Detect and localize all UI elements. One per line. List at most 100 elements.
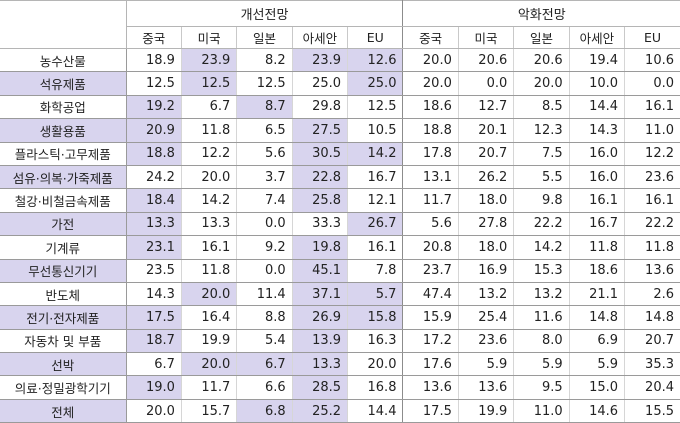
worsen-cell: 12.2 bbox=[624, 142, 680, 166]
table-row: 화학공업 19.2 6.7 8.7 29.8 12.5 18.6 12.7 8.5 14.4 16.… bbox=[0, 95, 680, 120]
worsen-cell: 20.0 bbox=[513, 71, 570, 96]
improve-cell: 6.7 bbox=[236, 352, 293, 377]
improve-cell: 25.0 bbox=[292, 71, 349, 96]
improve-cell: 5.7 bbox=[347, 282, 404, 307]
worsen-cell: 20.6 bbox=[513, 48, 570, 73]
improve-cell: 25.8 bbox=[292, 188, 349, 213]
improve-cell: 5.4 bbox=[236, 329, 293, 354]
worsen-cell: 16.1 bbox=[569, 188, 626, 213]
improve-cell: 24.2 bbox=[126, 165, 182, 190]
row-label: 무선통신기기 bbox=[0, 259, 127, 283]
row-label: 철강·비철금속제품 bbox=[0, 188, 127, 213]
improve-cell: 45.1 bbox=[292, 259, 349, 283]
improve-cell: 18.7 bbox=[126, 329, 182, 354]
worsen-cell: 16.7 bbox=[569, 212, 626, 237]
worsen-cell: 18.0 bbox=[458, 188, 515, 213]
worsen-cell: 10.6 bbox=[624, 48, 680, 73]
worsen-cell: 35.3 bbox=[624, 352, 680, 377]
worsen-cell: 5.9 bbox=[513, 352, 570, 377]
worsen-cell: 0.0 bbox=[458, 71, 515, 96]
row-label: 석유제품 bbox=[0, 71, 127, 96]
worsen-cell: 8.5 bbox=[513, 95, 570, 120]
improve-cell: 16.3 bbox=[347, 329, 404, 354]
improve-cell: 12.2 bbox=[181, 142, 238, 166]
worsen-cell: 5.9 bbox=[569, 352, 626, 377]
row-label: 화학공업 bbox=[0, 95, 127, 120]
worsen-cell: 16.0 bbox=[569, 165, 626, 190]
table-row: 반도체 14.3 20.0 11.4 37.1 5.7 47.4 13.2 13.2 21.1 2.… bbox=[0, 282, 680, 307]
worsen-cell: 23.6 bbox=[458, 329, 515, 354]
worsen-cell: 5.5 bbox=[513, 165, 570, 190]
improve-cell: 19.2 bbox=[126, 95, 182, 120]
worsen-cell: 18.6 bbox=[402, 95, 459, 120]
group-header-worsen: 악화전망 bbox=[402, 0, 680, 27]
row-label: 가전 bbox=[0, 212, 127, 237]
col-header-usa-improve: 미국 bbox=[181, 26, 238, 49]
table-row: 생활용품 20.9 11.8 6.5 27.5 10.5 18.8 20.1 12.3 14.3 1… bbox=[0, 118, 680, 143]
improve-cell: 22.8 bbox=[292, 165, 349, 190]
worsen-cell: 14.8 bbox=[624, 305, 680, 330]
table-row: 전기·전자제품 17.5 16.4 8.8 26.9 15.8 15.9 25.4 11.6 14… bbox=[0, 305, 680, 330]
worsen-cell: 13.6 bbox=[458, 375, 515, 400]
col-header-asean-worsen: 아세안 bbox=[569, 26, 626, 49]
worsen-cell: 13.1 bbox=[402, 165, 459, 190]
improve-cell: 17.5 bbox=[126, 305, 182, 330]
improve-cell: 26.7 bbox=[347, 212, 404, 237]
improve-cell: 10.5 bbox=[347, 118, 404, 143]
improve-cell: 0.0 bbox=[236, 212, 293, 237]
table-row: 가전 13.3 13.3 0.0 33.3 26.7 5.6 27.8 22.2 16.7 22.2 bbox=[0, 212, 680, 237]
improve-cell: 11.7 bbox=[181, 375, 238, 400]
improve-cell: 16.8 bbox=[347, 375, 404, 400]
worsen-cell: 16.9 bbox=[458, 259, 515, 283]
worsen-cell: 20.8 bbox=[402, 235, 459, 260]
improve-cell: 20.0 bbox=[181, 165, 238, 190]
improve-cell: 18.8 bbox=[126, 142, 182, 166]
worsen-cell: 47.4 bbox=[402, 282, 459, 307]
worsen-cell: 6.9 bbox=[569, 329, 626, 354]
worsen-cell: 20.0 bbox=[402, 71, 459, 96]
col-header-asean-improve: 아세안 bbox=[292, 26, 349, 49]
worsen-cell: 19.4 bbox=[569, 48, 626, 73]
improve-cell: 11.4 bbox=[236, 282, 293, 307]
worsen-cell: 15.9 bbox=[402, 305, 459, 330]
row-label: 자동차 및 부품 bbox=[0, 329, 127, 354]
country-header-row: 중국 미국 일본 아세안 EU 중국 미국 일본 아세안 EU bbox=[0, 26, 680, 49]
row-label: 농수산물 bbox=[0, 48, 127, 73]
row-label: 의료·정밀광학기기 bbox=[0, 375, 127, 400]
improve-cell: 18.9 bbox=[126, 48, 182, 73]
col-header-eu-improve: EU bbox=[347, 26, 404, 49]
worsen-cell: 20.7 bbox=[458, 142, 515, 166]
worsen-cell: 12.7 bbox=[458, 95, 515, 120]
improve-cell: 20.0 bbox=[347, 352, 404, 377]
worsen-cell: 20.7 bbox=[624, 329, 680, 354]
worsen-cell: 26.2 bbox=[458, 165, 515, 190]
col-header-eu-worsen: EU bbox=[624, 26, 680, 49]
improve-cell: 14.2 bbox=[181, 188, 238, 213]
worsen-cell: 18.6 bbox=[569, 259, 626, 283]
improve-cell: 6.7 bbox=[181, 95, 238, 120]
improve-cell: 5.6 bbox=[236, 142, 293, 166]
improve-cell: 12.5 bbox=[126, 71, 182, 96]
improve-cell: 20.0 bbox=[181, 352, 238, 377]
worsen-cell: 23.6 bbox=[624, 165, 680, 190]
worsen-cell: 20.6 bbox=[458, 48, 515, 73]
worsen-cell: 11.8 bbox=[569, 235, 626, 260]
improve-cell: 19.9 bbox=[181, 329, 238, 354]
improve-cell: 8.8 bbox=[236, 305, 293, 330]
row-label: 선박 bbox=[0, 352, 127, 377]
improve-cell: 14.3 bbox=[126, 282, 182, 307]
row-label: 섬유·의복·가죽제품 bbox=[0, 165, 127, 190]
improve-cell: 6.5 bbox=[236, 118, 293, 143]
col-header-japan-improve: 일본 bbox=[236, 26, 293, 49]
improve-cell: 12.5 bbox=[347, 95, 404, 120]
improve-cell: 13.3 bbox=[126, 212, 182, 237]
row-label: 기계류 bbox=[0, 235, 127, 260]
improve-cell: 25.0 bbox=[347, 71, 404, 96]
improve-cell: 20.9 bbox=[126, 118, 182, 143]
corner-cell bbox=[0, 0, 127, 27]
worsen-cell: 11.6 bbox=[513, 305, 570, 330]
improve-cell: 14.2 bbox=[347, 142, 404, 166]
improve-cell: 13.3 bbox=[292, 352, 349, 377]
table-row: 의료·정밀광학기기 19.0 11.7 6.6 28.5 16.8 13.6 13.6 9.5 1… bbox=[0, 375, 680, 400]
worsen-cell: 14.2 bbox=[513, 235, 570, 260]
